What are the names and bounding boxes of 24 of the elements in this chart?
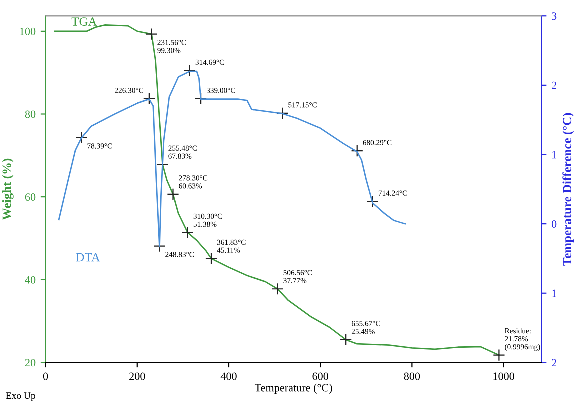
x-tick-label: 1000 bbox=[494, 372, 514, 380]
text: Exo Up bbox=[6, 392, 36, 402]
y2-tick-label: 1 bbox=[552, 290, 556, 298]
text: DTA bbox=[76, 253, 100, 262]
x-tick-label: 200 bbox=[130, 372, 146, 380]
y2-tick-label: 2 bbox=[552, 359, 556, 367]
y-tick-label: 20 bbox=[25, 359, 36, 367]
x-tick-label: 600 bbox=[312, 372, 328, 380]
series-label: TGA bbox=[72, 18, 98, 26]
x-tick-label: 400 bbox=[220, 372, 237, 380]
y2-tick-label: 2 bbox=[552, 82, 556, 90]
x-tick-label: 800 bbox=[404, 372, 420, 380]
y-tick-label: 40 bbox=[25, 276, 36, 284]
x-axis-title: Temperature (°C) bbox=[254, 384, 332, 394]
y-tick-label: 60 bbox=[25, 194, 36, 202]
y-tick-label: 100 bbox=[20, 28, 36, 36]
y2-axis-title: Temperature Difference (°C) bbox=[562, 113, 574, 266]
y2-tick-label: 3 bbox=[552, 12, 557, 20]
y-tick-label: 80 bbox=[25, 110, 36, 118]
x-tick-label: 0 bbox=[43, 372, 48, 380]
y2-tick-label: 1 bbox=[552, 151, 556, 159]
line-series bbox=[54, 24, 500, 356]
y2-tick-label: 0 bbox=[552, 220, 557, 228]
y-axis-title: Weight (%) bbox=[2, 158, 14, 220]
